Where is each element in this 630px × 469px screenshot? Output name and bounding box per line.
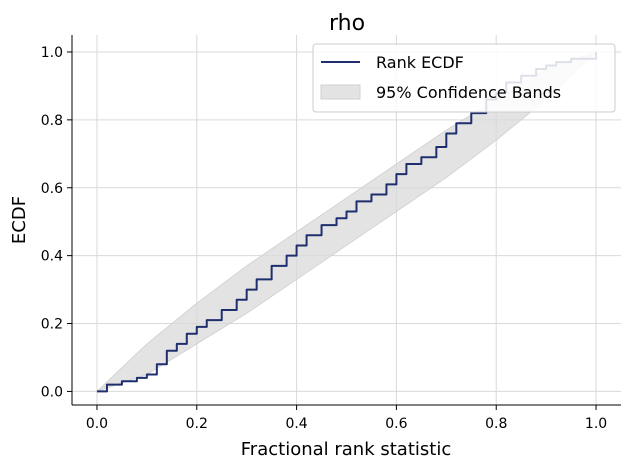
x-tick-label: 0.2 xyxy=(186,416,208,432)
legend-band-swatch xyxy=(320,84,361,100)
legend-label-rank-ecdf: Rank ECDF xyxy=(376,53,464,72)
x-axis-label: Fractional rank statistic xyxy=(241,439,451,460)
legend-box xyxy=(312,43,616,113)
x-tick-label: 1.0 xyxy=(585,416,607,432)
legend-label-confidence-bands: 95% Confidence Bands xyxy=(376,83,561,102)
y-tick-label: 0.6 xyxy=(41,181,63,197)
y-tick-label: 1.0 xyxy=(41,45,63,61)
x-ticks: 0.0 0.2 0.4 0.6 0.8 1.0 xyxy=(86,405,607,432)
y-tick-label: 0.0 xyxy=(41,384,63,400)
axis-spines xyxy=(71,35,621,406)
x-tick-label: 0.8 xyxy=(485,416,507,432)
x-tick-label: 0.0 xyxy=(86,416,108,432)
y-tick-label: 0.4 xyxy=(41,249,63,265)
chart-title: rho xyxy=(329,11,365,36)
legend: Rank ECDF 95% Confidence Bands xyxy=(312,43,616,113)
x-tick-label: 0.4 xyxy=(285,416,307,432)
x-tick-label: 0.6 xyxy=(385,416,407,432)
y-axis-label: ECDF xyxy=(9,196,30,244)
y-ticks: 0.0 0.2 0.4 0.6 0.8 1.0 xyxy=(41,45,72,400)
y-tick-label: 0.8 xyxy=(41,113,63,129)
y-tick-label: 0.2 xyxy=(41,317,63,333)
